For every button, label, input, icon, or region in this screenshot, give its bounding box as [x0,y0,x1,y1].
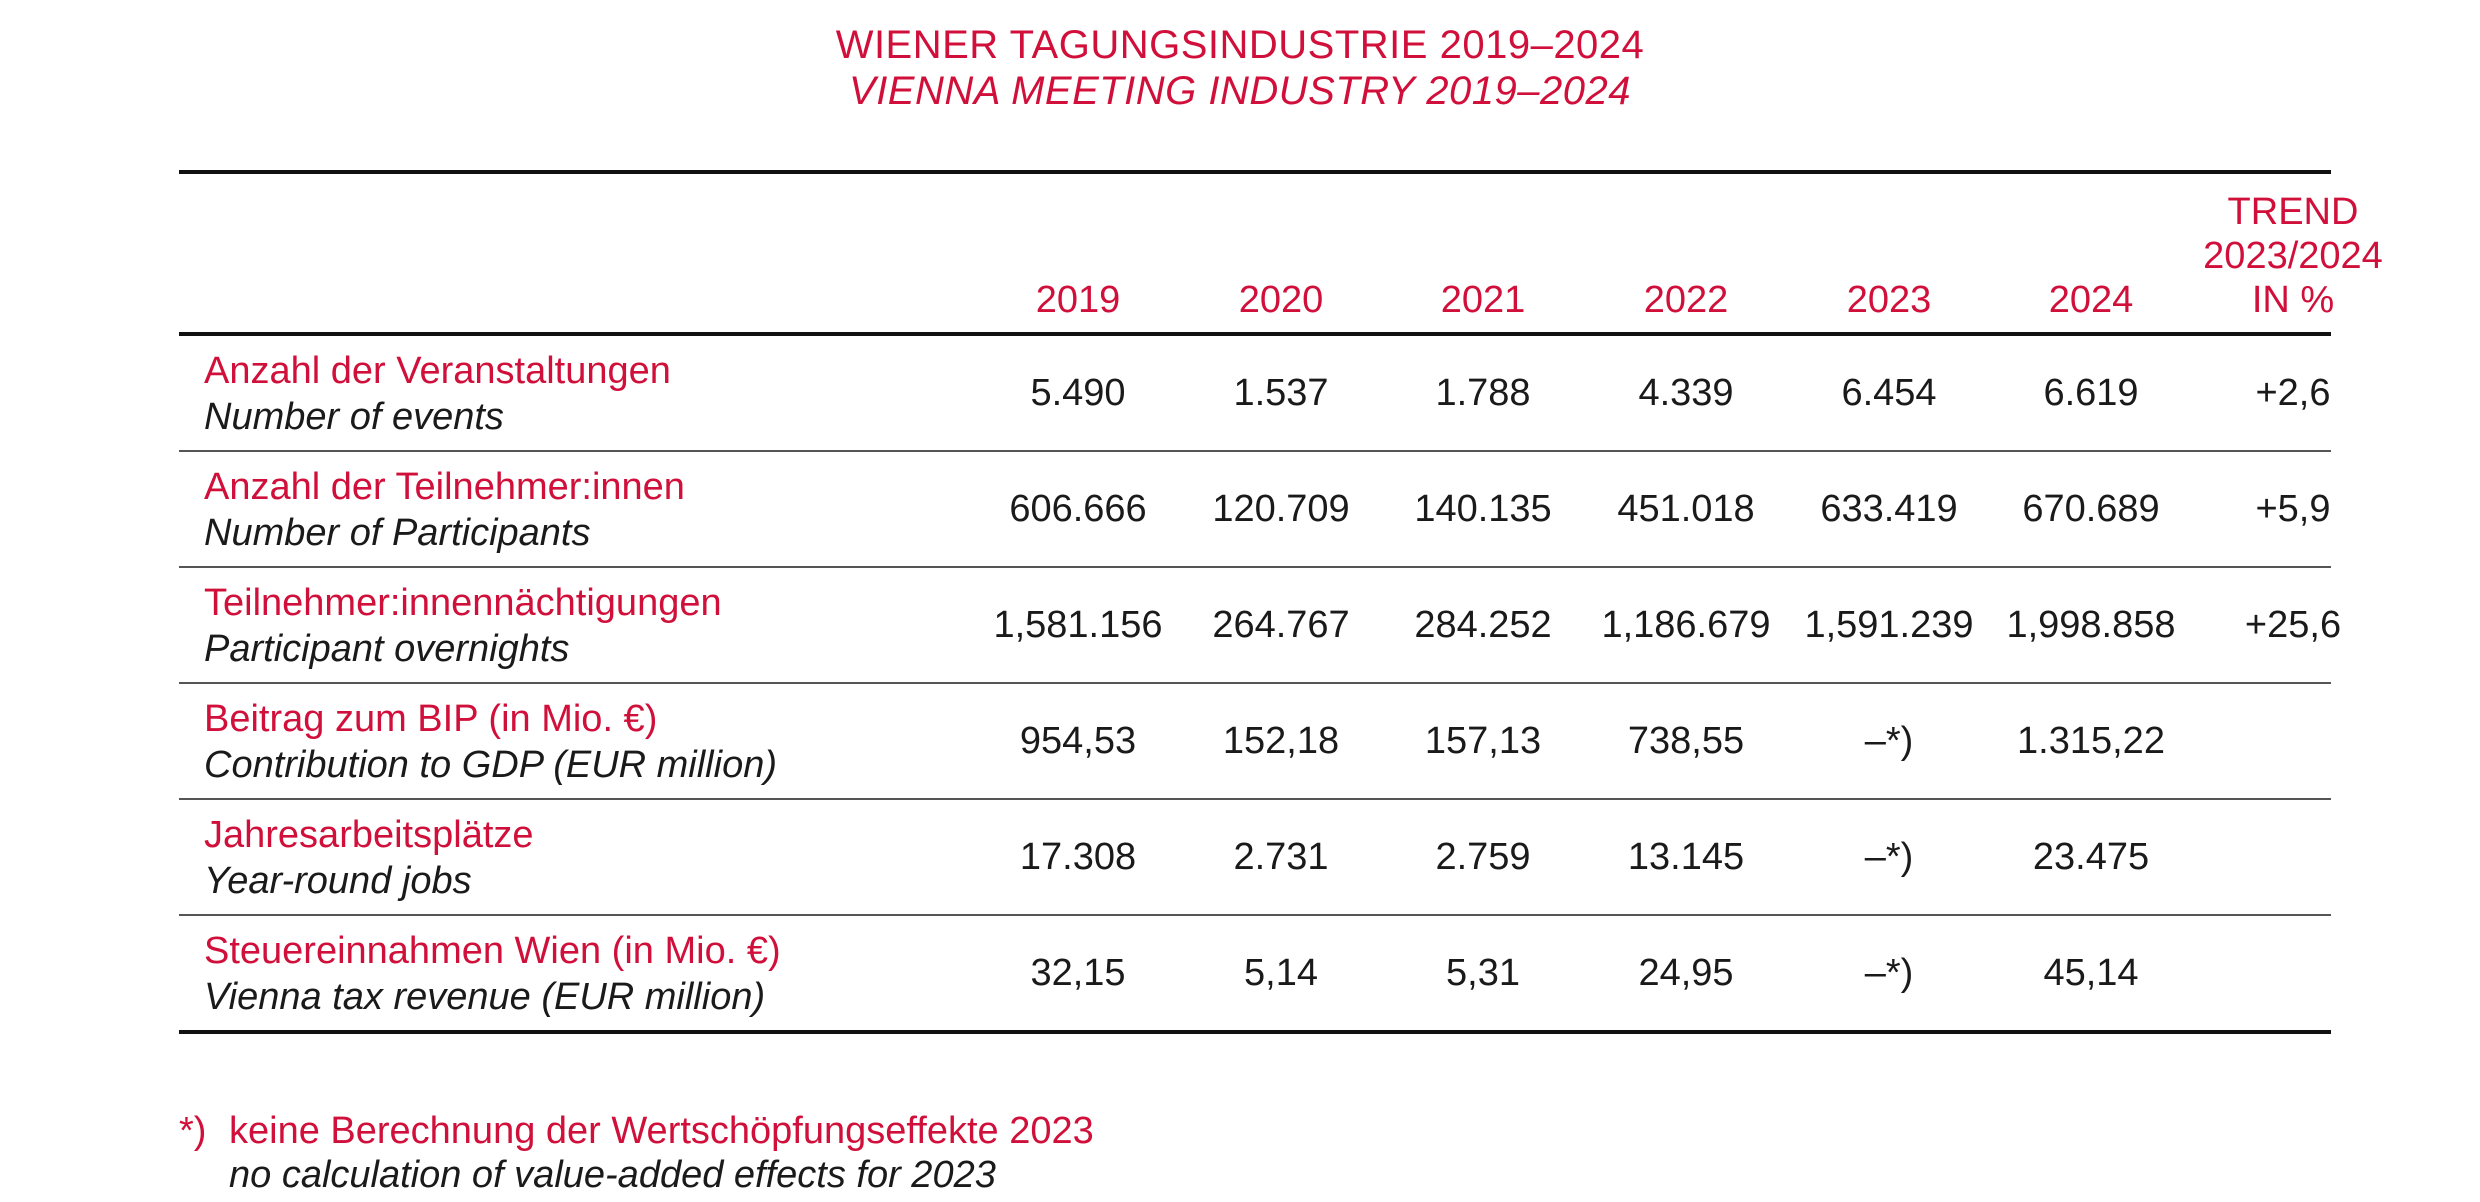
table-row: Anzahl der Teilnehmer:innen Number of Pa… [179,452,2331,566]
row-divider [179,682,2331,684]
table-bottom-rule [179,1030,2331,1034]
footnote-mark: *) [179,1110,207,1152]
cell-2021: 284.252 [1414,604,1552,646]
cell-2024: 6.619 [2043,372,2139,414]
cell-2024: 670.689 [2022,488,2160,530]
cell-2019: 32,15 [1030,952,1126,994]
row-divider [179,450,2331,452]
footnote-german: keine Berechnung der Wertschöpfungseffek… [229,1110,1094,1152]
cell-trend [2193,684,2393,798]
row-divider [179,914,2331,916]
cell-2020: 120.709 [1212,488,1350,530]
cell-2019: 17.308 [1019,836,1137,878]
table-row: Beitrag zum BIP (in Mio. €) Contribution… [179,684,2331,798]
cell-2019: 5.490 [1030,372,1126,414]
cell-2022: 1,186.679 [1601,604,1771,646]
row-label-german: Teilnehmer:innennächtigungen [204,582,722,624]
cell-trend [2193,800,2393,914]
row-label-german: Anzahl der Teilnehmer:innen [204,466,685,508]
table-row: Jahresarbeitsplätze Year-round jobs 17.3… [179,800,2331,914]
row-label: Anzahl der Veranstaltungen Number of eve… [204,348,671,440]
footnote-english: no calculation of value-added effects fo… [229,1154,996,1196]
cell-2021: 140.135 [1414,488,1552,530]
row-label-german: Jahresarbeitsplätze [204,814,534,856]
row-label: Anzahl der Teilnehmer:innen Number of Pa… [204,464,685,556]
cell-2020: 264.767 [1212,604,1350,646]
cell-2023: 1,591.239 [1804,604,1974,646]
row-label-english: Vienna tax revenue (EUR million) [204,976,766,1018]
cell-trend: +2,6 [2255,372,2331,414]
cell-2023: 633.419 [1820,488,1958,530]
page-title: WIENER TAGUNGSINDUSTRIE 2019–2024 VIENNA… [0,22,2480,114]
row-label-german: Anzahl der Veranstaltungen [204,350,671,392]
row-label-german: Beitrag zum BIP (in Mio. €) [204,698,658,740]
row-label: Teilnehmer:innennächtigungen Participant… [204,580,722,672]
column-header-trend: TREND 2023/2024 IN % [2193,190,2393,322]
table-row: Steuereinnahmen Wien (in Mio. €) Vienna … [179,916,2331,1030]
cell-trend [2193,916,2393,1030]
row-divider [179,566,2331,568]
cell-2020: 152,18 [1222,720,1340,762]
header-bottom-rule [179,332,2331,336]
cell-2023: –*) [1864,952,1914,994]
cell-2020: 1.537 [1233,372,1329,414]
statistics-table: 2019 2020 2021 2022 2023 2024 TREND 2023… [179,170,2383,1034]
cell-2023: –*) [1864,720,1914,762]
row-label-english: Number of events [204,396,504,438]
row-label: Beitrag zum BIP (in Mio. €) Contribution… [204,696,777,788]
cell-2020: 5,14 [1244,952,1318,994]
cell-2024: 45,14 [2043,952,2139,994]
row-label-english: Number of Participants [204,512,591,554]
cell-2019: 1,581.156 [993,604,1163,646]
column-header-2022: 2022 [1643,279,1729,321]
cell-2022: 4.339 [1638,372,1734,414]
cell-2021: 1.788 [1435,372,1531,414]
cell-2023: 6.454 [1841,372,1937,414]
cell-2023: –*) [1864,836,1914,878]
table-header-row: 2019 2020 2021 2022 2023 2024 TREND 2023… [179,174,2383,332]
cell-2020: 2.731 [1233,836,1329,878]
trend-header-line-3: IN % [2251,279,2335,321]
column-header-2023: 2023 [1846,279,1932,321]
trend-header-line-2: 2023/2024 [2203,235,2383,277]
cell-2022: 451.018 [1617,488,1755,530]
cell-2024: 1,998.858 [2006,604,2176,646]
column-header-2021: 2021 [1440,279,1526,321]
row-label-english: Participant overnights [204,628,570,670]
table-top-rule [179,170,2331,174]
row-label: Steuereinnahmen Wien (in Mio. €) Vienna … [204,928,781,1020]
row-label: Jahresarbeitsplätze Year-round jobs [204,812,534,904]
cell-2022: 24,95 [1638,952,1734,994]
cell-2019: 954,53 [1019,720,1137,762]
row-label-german: Steuereinnahmen Wien (in Mio. €) [204,930,781,972]
cell-2024: 1.315,22 [2017,720,2165,762]
cell-2024: 23.475 [2032,836,2150,878]
trend-header-line-1: TREND [2227,191,2359,233]
cell-trend: +5,9 [2255,488,2331,530]
cell-2019: 606.666 [1009,488,1147,530]
cell-2022: 13.145 [1627,836,1745,878]
row-label-english: Year-round jobs [204,860,472,902]
table-row: Teilnehmer:innennächtigungen Participant… [179,568,2341,682]
row-label-english: Contribution to GDP (EUR million) [204,744,777,786]
column-header-2024: 2024 [2048,279,2134,321]
cell-2021: 5,31 [1446,952,1520,994]
title-english: VIENNA MEETING INDUSTRY 2019–2024 [849,69,1631,113]
table-row: Anzahl der Veranstaltungen Number of eve… [179,336,2331,450]
cell-2021: 2.759 [1435,836,1531,878]
cell-2022: 738,55 [1627,720,1745,762]
column-header-2020: 2020 [1238,279,1324,321]
row-divider [179,798,2331,800]
column-header-2019: 2019 [1035,279,1121,321]
cell-trend: +25,6 [2244,604,2342,646]
cell-2021: 157,13 [1424,720,1542,762]
title-german: WIENER TAGUNGSINDUSTRIE 2019–2024 [835,23,1645,67]
